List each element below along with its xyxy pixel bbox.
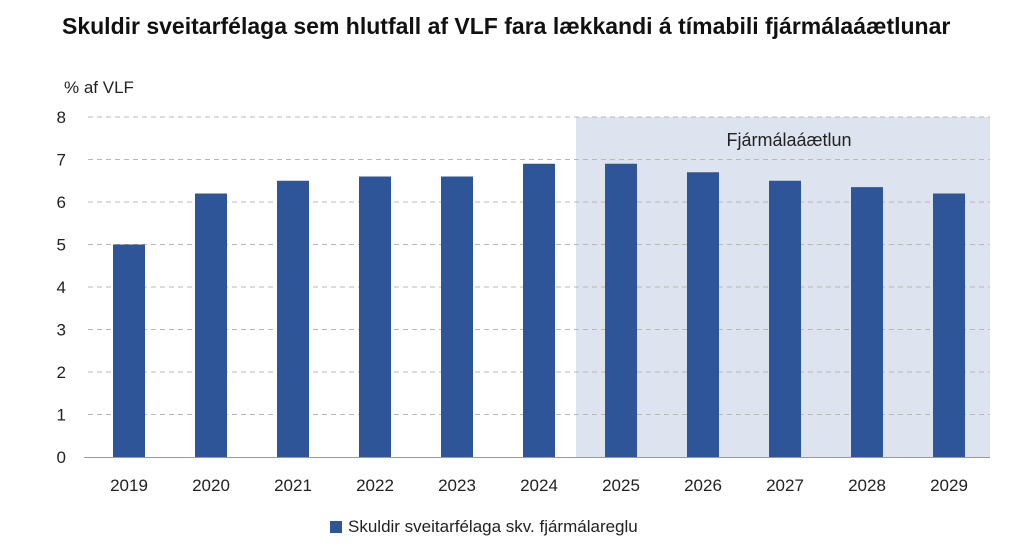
x-tick-label: 2028	[848, 476, 886, 495]
x-tick-label: 2022	[356, 476, 394, 495]
chart-title: Skuldir sveitarfélaga sem hlutfall af VL…	[62, 13, 951, 39]
y-tick-label: 0	[57, 448, 66, 467]
forecast-region-label: Fjármálaáætlun	[726, 130, 851, 150]
x-tick-label: 2029	[930, 476, 968, 495]
bar-2021	[277, 180, 309, 457]
legend: Skuldir sveitarfélaga skv. fjármálareglu	[330, 517, 638, 537]
bar-2019	[113, 244, 145, 457]
bar-2020	[195, 193, 227, 457]
bar-2022	[359, 176, 391, 457]
y-tick-label: 4	[57, 278, 66, 297]
x-tick-label: 2026	[684, 476, 722, 495]
y-axis-unit-label: % af VLF	[64, 78, 134, 97]
legend-swatch	[330, 521, 342, 533]
x-tick-label: 2023	[438, 476, 476, 495]
y-tick-label: 6	[57, 193, 66, 212]
y-tick-label: 3	[57, 321, 66, 340]
bar-2027	[769, 180, 801, 457]
bar-2023	[441, 176, 473, 457]
x-tick-label: 2019	[110, 476, 148, 495]
x-tick-label: 2020	[192, 476, 230, 495]
bar-2029	[933, 193, 965, 457]
y-tick-label: 5	[57, 236, 66, 255]
y-tick-label: 1	[57, 406, 66, 425]
bar-2026	[687, 172, 719, 457]
x-tick-label: 2021	[274, 476, 312, 495]
legend-label: Skuldir sveitarfélaga skv. fjármálareglu	[348, 517, 638, 536]
x-tick-label: 2024	[520, 476, 558, 495]
y-tick-label: 8	[57, 108, 66, 127]
bar-2028	[851, 187, 883, 457]
y-tick-label: 2	[57, 363, 66, 382]
x-tick-label: 2027	[766, 476, 804, 495]
x-tick-label: 2025	[602, 476, 640, 495]
y-tick-label: 7	[57, 151, 66, 170]
bar-2024	[523, 163, 555, 457]
bar-2025	[605, 163, 637, 457]
